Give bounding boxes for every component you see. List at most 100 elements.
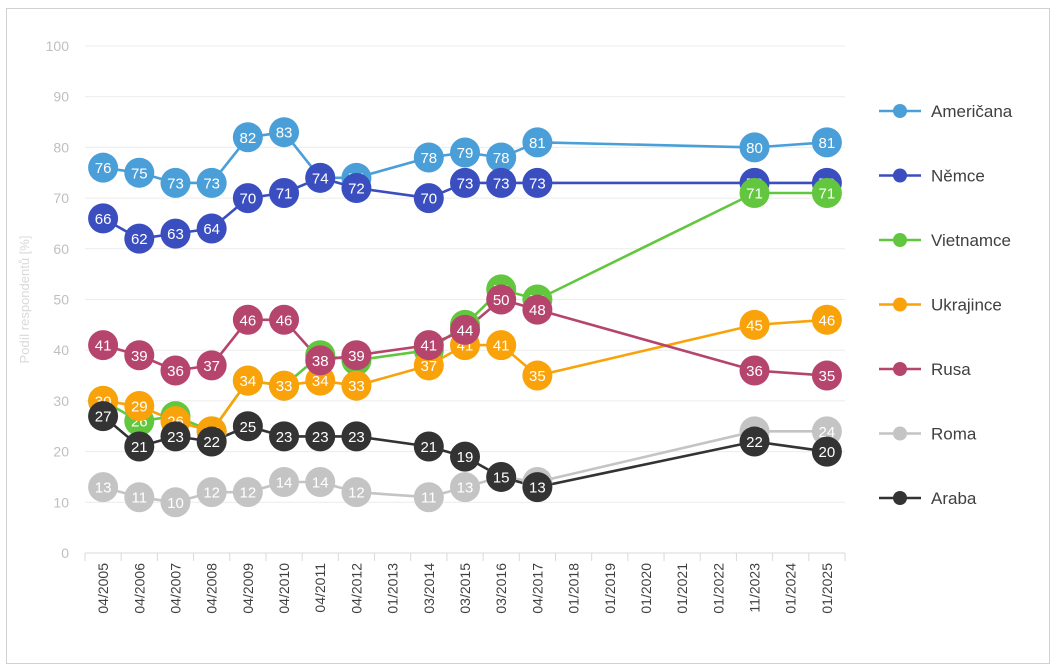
data-label: 29 (131, 398, 148, 415)
data-point (486, 284, 517, 315)
x-tick-label: 03/2016 (493, 563, 509, 614)
x-tick-label: 01/2018 (566, 563, 582, 614)
data-point (413, 330, 444, 361)
data-label: 64 (203, 221, 220, 238)
data-label: 73 (167, 175, 184, 192)
legend-marker (893, 362, 907, 376)
data-label: 23 (348, 429, 365, 446)
legend-marker (893, 491, 907, 505)
data-point (413, 482, 444, 513)
legend-item: Američana (879, 102, 1013, 121)
data-point (486, 461, 517, 492)
data-label: 73 (529, 175, 546, 192)
data-point (160, 218, 191, 249)
data-label: 70 (240, 191, 257, 208)
data-point (305, 162, 336, 193)
data-label: 13 (457, 480, 474, 497)
data-point (341, 421, 372, 452)
data-label: 83 (276, 125, 293, 142)
y-tick-label: 10 (53, 494, 69, 510)
data-label: 80 (746, 140, 763, 157)
data-label: 63 (167, 226, 184, 243)
data-point (413, 142, 444, 173)
data-point (739, 355, 770, 386)
data-point (450, 472, 480, 503)
data-point (305, 467, 336, 498)
data-point (486, 167, 517, 198)
data-label: 66 (95, 211, 112, 228)
legend-label: Vietnamce (931, 231, 1011, 250)
legend-label: Roma (931, 425, 977, 444)
data-point (811, 127, 842, 158)
data-point (124, 431, 155, 462)
data-point (160, 487, 191, 518)
data-point (232, 183, 263, 214)
data-label: 75 (131, 165, 148, 182)
legend-marker (893, 104, 907, 118)
data-label: 82 (240, 130, 257, 147)
data-label: 11 (131, 490, 147, 507)
x-tick-label: 04/2005 (95, 563, 111, 614)
data-point (522, 167, 553, 198)
data-label: 39 (131, 348, 148, 365)
data-point (413, 431, 444, 462)
legend-marker (893, 426, 907, 441)
data-point (486, 142, 517, 173)
data-point (450, 314, 480, 345)
data-label: 14 (312, 475, 329, 492)
legend-item: Němce (879, 167, 985, 186)
data-label: 34 (240, 373, 257, 390)
data-point (739, 309, 770, 340)
legend-item: Ukrajince (879, 296, 1002, 315)
data-point (811, 360, 842, 391)
x-tick-label: 04/2010 (276, 563, 292, 614)
data-label: 44 (457, 322, 474, 339)
data-point (341, 370, 372, 401)
data-point (196, 167, 227, 198)
data-label: 33 (348, 378, 365, 395)
data-point (341, 477, 372, 508)
legend-item: Rusa (879, 360, 971, 379)
data-label: 27 (95, 409, 112, 426)
data-point (124, 223, 155, 254)
y-tick-label: 40 (53, 342, 69, 358)
y-tick-label: 100 (46, 38, 70, 54)
legend-label: Rusa (931, 360, 971, 379)
data-point (739, 426, 770, 457)
x-tick-label: 04/2006 (131, 563, 147, 614)
data-label: 34 (312, 373, 329, 390)
data-point (232, 477, 263, 508)
legend: Američana Němce Vietnamce Ukrajince Rusa Roma… (879, 102, 1013, 508)
data-label: 46 (276, 312, 293, 329)
x-tick-label: 01/2025 (819, 563, 835, 614)
data-label: 12 (240, 485, 257, 502)
data-label: 74 (312, 170, 329, 187)
x-tick-label: 01/2019 (602, 563, 618, 614)
data-label: 41 (95, 338, 112, 355)
x-tick-label: 04/2007 (167, 563, 183, 614)
legend-marker (893, 297, 907, 312)
x-tick-label: 01/2021 (674, 563, 690, 614)
data-point (522, 294, 553, 325)
data-point (232, 365, 263, 396)
data-point (739, 178, 770, 209)
legend-marker (893, 233, 907, 247)
data-point (269, 304, 300, 335)
data-point (413, 183, 444, 214)
data-point (124, 157, 155, 188)
y-tick-label: 70 (53, 190, 69, 206)
data-label: 22 (203, 434, 220, 451)
series-marker-group: 3029262434333433374141354546 (88, 304, 842, 447)
data-label: 23 (167, 429, 184, 446)
data-label: 81 (529, 135, 546, 152)
chart-frame: 0 10 20 30 40 50 60 70 80 90 100 04/2005 04/2006 04/… (6, 8, 1050, 664)
legend-item: Vietnamce (879, 231, 1011, 250)
data-point (450, 441, 480, 472)
data-label: 25 (240, 419, 257, 436)
x-tick-label: 01/2022 (710, 563, 726, 614)
data-point (522, 472, 553, 503)
data-label: 11 (421, 490, 437, 507)
data-label: 72 (348, 180, 365, 197)
y-tick-label: 50 (53, 292, 69, 308)
